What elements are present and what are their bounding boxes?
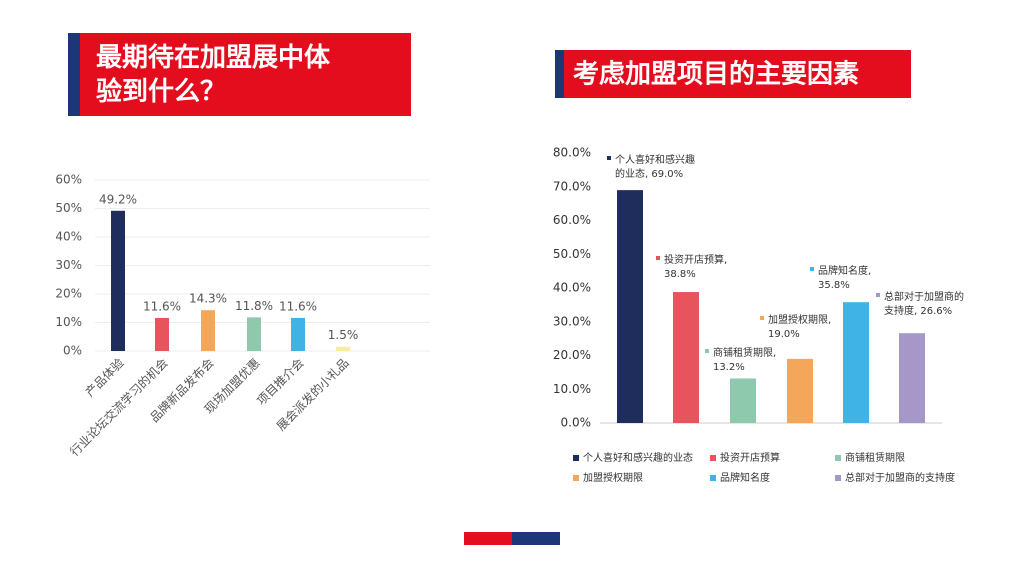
x-tick-label: 产品体验 (82, 355, 127, 400)
legend-swatch (573, 475, 579, 481)
legend-label: 品牌知名度 (720, 471, 770, 484)
label-marker (876, 293, 880, 297)
y-tick-label: 30.0% (553, 314, 591, 328)
bar (899, 333, 925, 423)
data-label: 11.8% (235, 299, 273, 313)
label-marker (607, 156, 611, 160)
y-tick-label: 20.0% (553, 348, 591, 362)
y-tick-label: 50.0% (553, 247, 591, 261)
data-label: 14.3% (189, 292, 227, 306)
title-box (555, 50, 911, 98)
label-marker (656, 256, 660, 260)
bar (201, 310, 215, 351)
y-tick-label: 50% (55, 201, 82, 215)
data-label: 总部对于加盟商的支持度, 26.6% (884, 290, 964, 317)
bar (291, 317, 305, 351)
legend-label: 个人喜好和感兴趣的业态 (583, 451, 693, 464)
chart-title: 最期待在加盟展中体验到什么？ (96, 43, 331, 107)
legend-swatch (710, 455, 716, 461)
bar (730, 378, 756, 423)
data-label: 个人喜好和感兴趣的业态, 69.0% (615, 153, 695, 180)
bar (247, 317, 261, 351)
legend-swatch (573, 455, 579, 461)
decor (464, 532, 512, 545)
title-box (68, 33, 411, 116)
legend-swatch (835, 475, 841, 481)
legend-label: 投资开店预算 (720, 451, 780, 464)
y-tick-label: 10.0% (553, 382, 591, 396)
y-tick-label: 30% (55, 258, 82, 272)
chart-title: 考虑加盟项目的主要因素 (573, 59, 859, 90)
legend-label: 加盟授权期限 (583, 471, 643, 484)
y-tick-label: 60.0% (553, 213, 591, 227)
y-tick-label: 80.0% (553, 146, 591, 160)
y-tick-label: 70.0% (553, 179, 591, 193)
bar (787, 358, 813, 423)
legend-swatch (835, 455, 841, 461)
data-label: 加盟授权期限, 19.0% (768, 313, 831, 340)
y-tick-label: 0.0% (561, 416, 592, 430)
data-label: 1.5% (328, 328, 359, 342)
legend-label: 总部对于加盟商的支持度 (845, 471, 955, 484)
decor (512, 532, 560, 545)
data-label: 品牌知名度, 35.8% (818, 264, 871, 291)
data-label: 49.2% (99, 192, 137, 206)
title-stripe (555, 50, 564, 98)
y-tick-label: 60% (55, 173, 82, 187)
label-marker (810, 267, 814, 271)
data-label: 商铺租赁期限, 13.2% (713, 346, 776, 373)
bar (155, 317, 169, 351)
bar (111, 210, 125, 351)
label-marker (760, 316, 764, 320)
legend-swatch (710, 475, 716, 481)
y-tick-label: 40% (55, 230, 82, 244)
data-label: 11.6% (279, 299, 317, 313)
y-tick-label: 40.0% (553, 281, 591, 295)
bar (673, 292, 699, 423)
data-label: 11.6% (143, 299, 181, 313)
y-tick-label: 0% (63, 344, 82, 358)
bar (336, 346, 350, 351)
data-label: 投资开店预算, 38.8% (664, 253, 727, 280)
bar (617, 190, 643, 423)
legend-label: 商铺租赁期限 (845, 451, 905, 464)
label-marker (705, 349, 709, 353)
title-stripe (68, 33, 80, 116)
y-tick-label: 20% (55, 287, 82, 301)
y-tick-label: 10% (55, 315, 82, 329)
bar (843, 302, 869, 423)
